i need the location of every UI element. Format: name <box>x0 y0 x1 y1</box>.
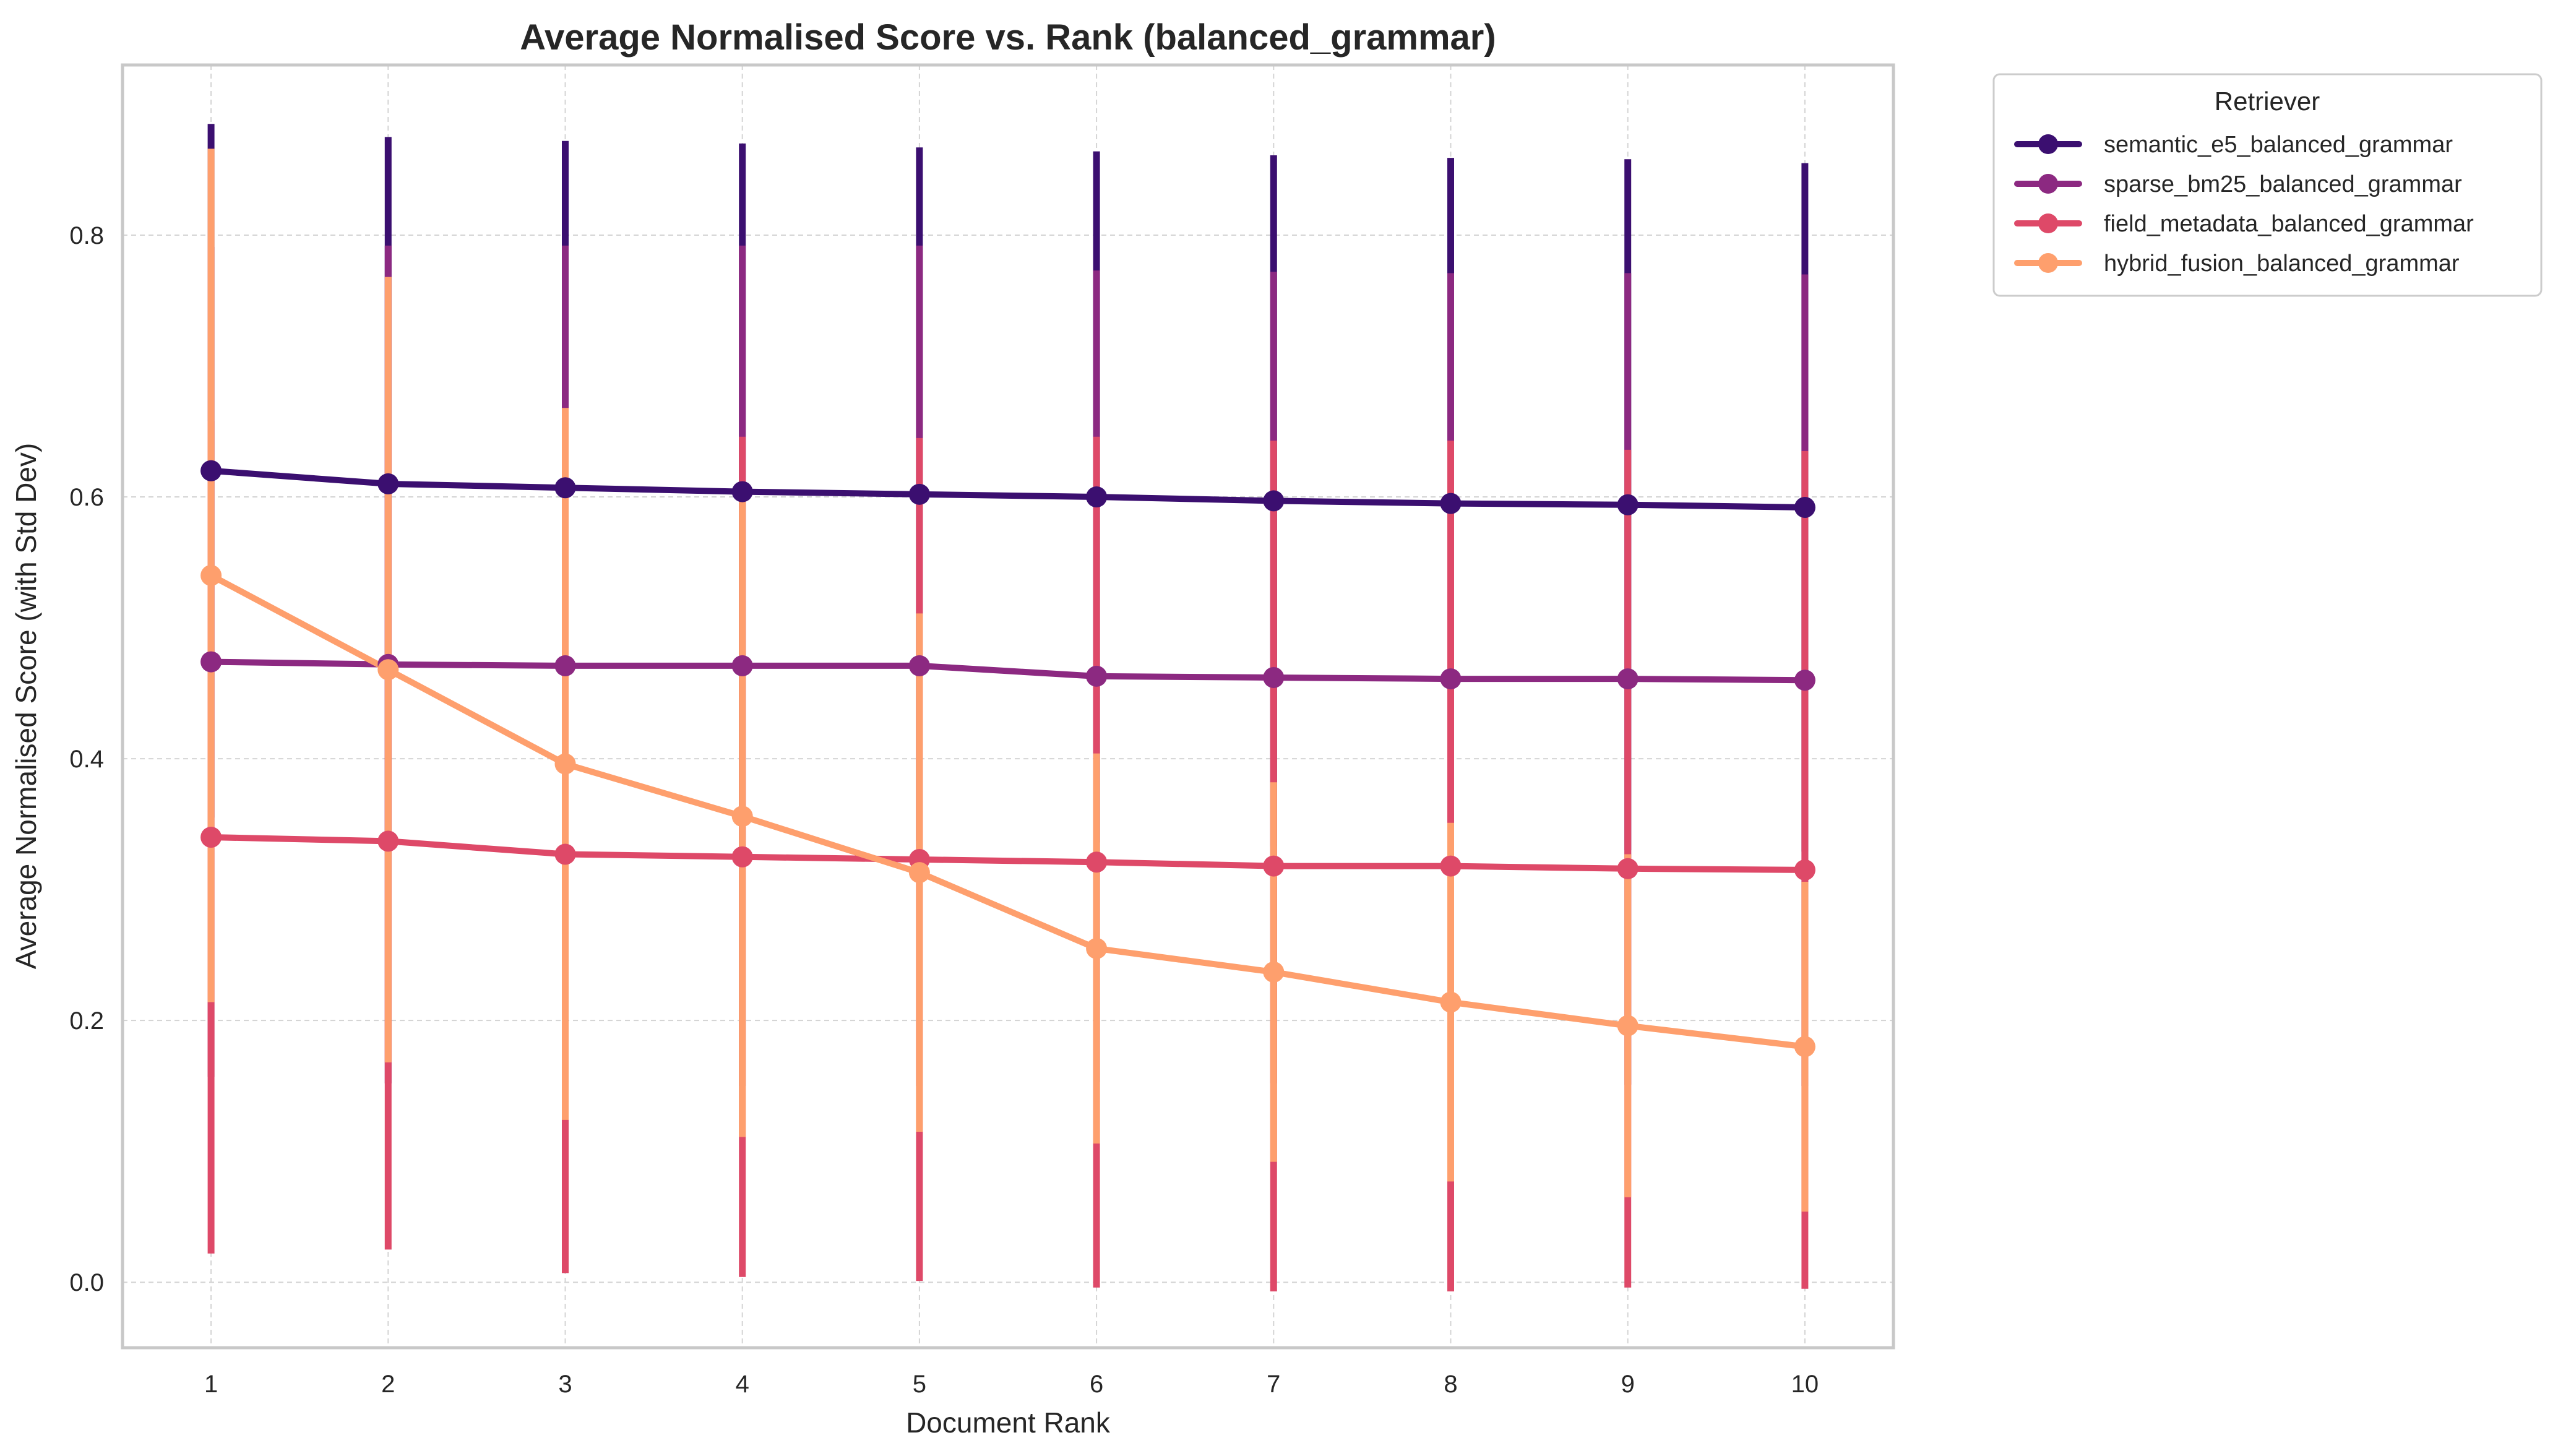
data-point <box>1263 855 1285 877</box>
x-tick-label: 8 <box>1444 1371 1457 1398</box>
y-tick-label: 0.0 <box>69 1269 104 1296</box>
plot-frame <box>121 63 1895 1350</box>
data-point <box>554 655 576 676</box>
x-tick-label: 4 <box>736 1371 749 1398</box>
data-point <box>908 862 930 884</box>
legend-box <box>1992 73 2543 297</box>
x-tick-label: 2 <box>381 1371 395 1398</box>
y-tick-label: 0.8 <box>69 222 104 249</box>
series-line <box>208 572 1808 1050</box>
data-point <box>1086 486 1108 508</box>
legend-label: sparse_bm25_balanced_grammar <box>2104 171 2462 197</box>
data-point <box>908 655 930 676</box>
data-point <box>1794 1036 1815 1058</box>
data-point <box>731 846 753 868</box>
y-tick-label: 0.4 <box>69 746 104 773</box>
data-point <box>1617 858 1639 879</box>
data-point <box>1617 668 1639 690</box>
x-axis-label: Document Rank <box>906 1406 1111 1439</box>
data-point <box>377 473 399 494</box>
x-tick-label: 5 <box>913 1371 926 1398</box>
data-point <box>1440 991 1462 1013</box>
data-point <box>1617 1015 1639 1036</box>
data-point <box>1617 494 1639 515</box>
y-tick-label: 0.2 <box>69 1007 104 1035</box>
data-point <box>200 460 222 481</box>
legend-marker <box>2038 134 2058 154</box>
data-point <box>1086 851 1108 873</box>
x-tick-label: 1 <box>204 1371 218 1398</box>
data-point <box>1086 937 1108 959</box>
legend-label: semantic_e5_balanced_grammar <box>2104 132 2453 158</box>
data-point <box>1263 961 1285 983</box>
data-point <box>731 655 753 676</box>
data-point <box>1794 859 1815 881</box>
data-point <box>554 477 576 499</box>
series-line <box>208 467 1808 510</box>
data-point <box>377 830 399 852</box>
legend-label: hybrid_fusion_balanced_grammar <box>2104 251 2460 277</box>
data-point <box>377 659 399 681</box>
chart-title: Average Normalised Score vs. Rank (balan… <box>520 17 1496 58</box>
data-point <box>731 806 753 827</box>
data-point <box>554 753 576 775</box>
series-line <box>208 834 1808 873</box>
legend-marker <box>2038 253 2058 273</box>
data-point <box>1440 668 1462 690</box>
x-tick-label: 7 <box>1267 1371 1280 1398</box>
data-point <box>1794 496 1815 518</box>
data-point <box>1440 493 1462 514</box>
x-tick-label: 10 <box>1791 1371 1819 1398</box>
error-bars <box>207 124 1809 1292</box>
legend-title: Retriever <box>2215 87 2320 116</box>
data-point <box>908 483 930 505</box>
x-tick-label: 6 <box>1090 1371 1103 1398</box>
series-line <box>208 658 1808 684</box>
series-markers <box>200 460 1815 1058</box>
data-point <box>1263 490 1285 512</box>
series-lines <box>208 467 1808 1050</box>
data-point <box>1794 670 1815 691</box>
legend-marker <box>2038 213 2058 233</box>
y-tick-label: 0.6 <box>69 484 104 511</box>
legend: Retriever semantic_e5_balanced_grammarsp… <box>1992 73 2543 297</box>
legend-label: field_metadata_balanced_grammar <box>2104 211 2474 237</box>
data-point <box>731 481 753 502</box>
legend-marker <box>2038 174 2058 194</box>
y-tick-labels: 0.0 0.2 0.4 0.6 0.8 <box>69 222 104 1296</box>
y-axis-label: Average Normalised Score (with Std Dev) <box>10 443 42 969</box>
data-point <box>554 843 576 865</box>
x-tick-label: 3 <box>558 1371 572 1398</box>
data-point <box>200 651 222 673</box>
legend-items: semantic_e5_balanced_grammar sparse_bm25_… <box>2014 132 2474 277</box>
x-tick-label: 9 <box>1621 1371 1635 1398</box>
data-point <box>1263 666 1285 688</box>
data-point <box>200 827 222 848</box>
data-point <box>1440 855 1462 877</box>
data-point <box>1086 665 1108 687</box>
x-tick-labels: 1 2 3 4 5 6 7 8 9 10 <box>204 1371 1819 1398</box>
data-point <box>200 564 222 586</box>
